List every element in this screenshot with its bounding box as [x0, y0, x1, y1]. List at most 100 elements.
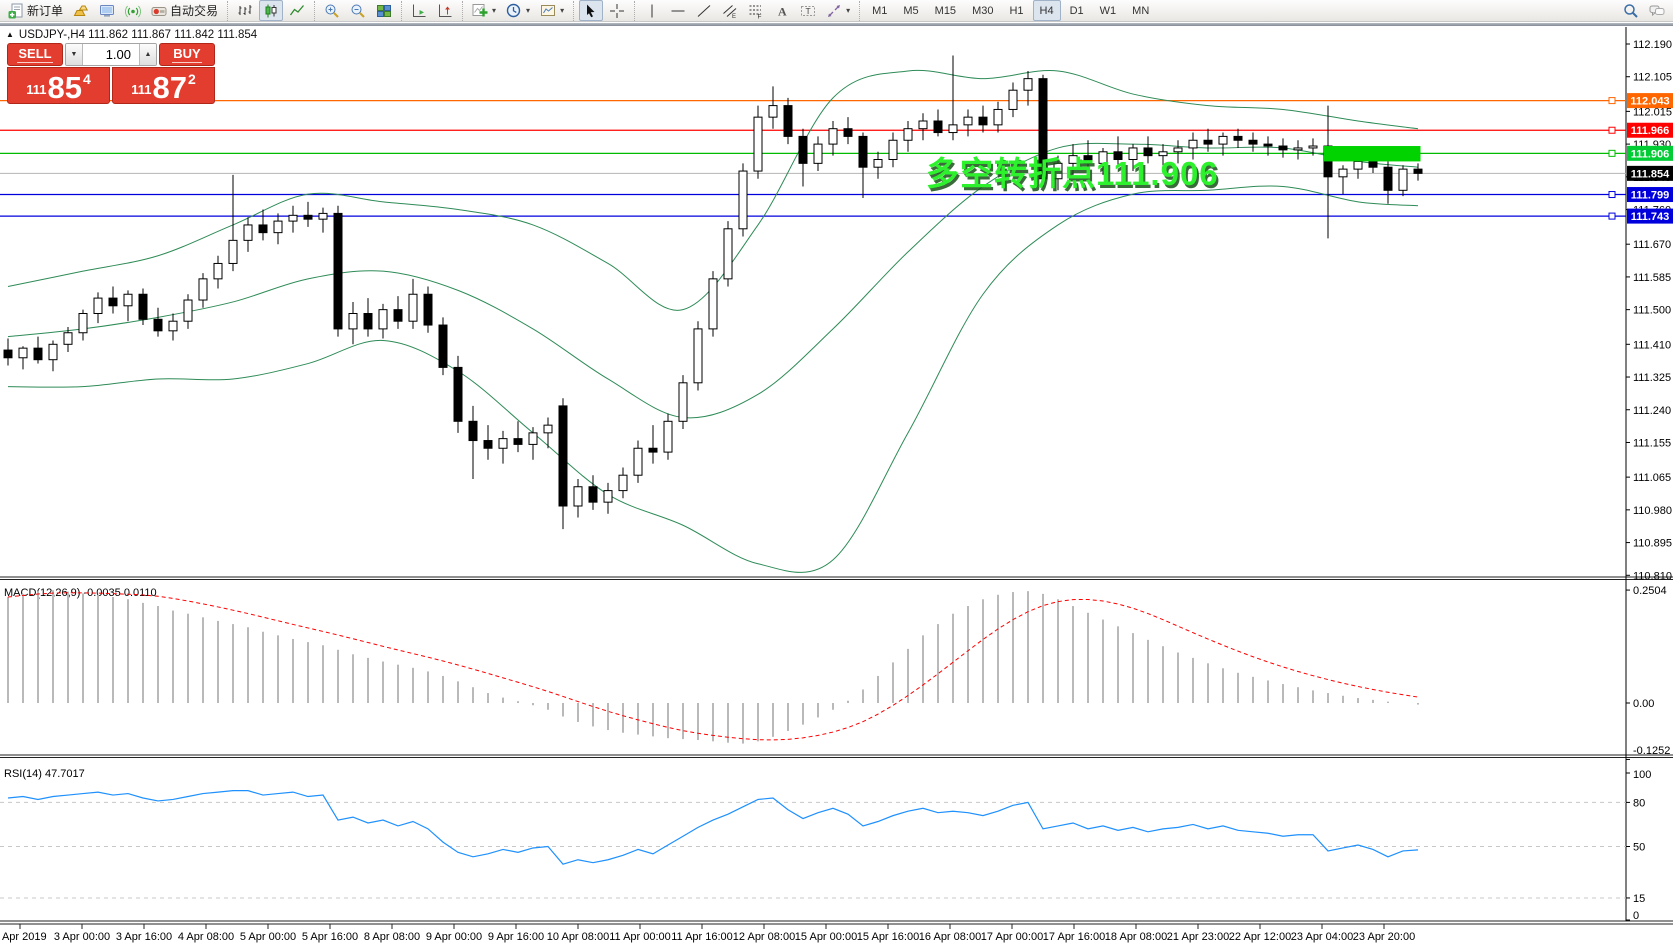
svg-text:111.966: 111.966 — [1631, 125, 1670, 137]
signal-button[interactable] — [121, 0, 145, 21]
svg-text:111.585: 111.585 — [1633, 272, 1671, 284]
text-tool-button[interactable]: A — [770, 0, 794, 21]
cursor-button[interactable] — [579, 0, 604, 21]
svg-text:15 Apr 00:00: 15 Apr 00:00 — [795, 931, 857, 943]
tf-d1-button[interactable]: D1 — [1063, 0, 1091, 21]
terminal-button[interactable] — [95, 0, 119, 21]
toolbar-group-chart-type — [227, 0, 310, 21]
svg-text:23 Apr 04:00: 23 Apr 04:00 — [1291, 931, 1353, 943]
tf-m30-button[interactable]: M30 — [965, 0, 1000, 21]
trendline-button[interactable] — [692, 0, 716, 21]
tf-h1-label: H1 — [1009, 4, 1024, 17]
chart-title[interactable]: ▲ USDJPY-,H4 111.862 111.867 111.842 111.… — [6, 29, 257, 41]
tf-m30-label: M30 — [972, 4, 994, 17]
svg-text:111.065: 111.065 — [1633, 472, 1671, 484]
chevron-down-icon: ▾ — [526, 6, 531, 15]
volume-decrease-button[interactable]: ▼ — [66, 44, 83, 65]
chart-shift-icon — [437, 3, 453, 19]
svg-text:111.799: 111.799 — [1631, 190, 1670, 202]
arrows-button[interactable]: ▾ — [822, 0, 854, 21]
svg-text:10 Apr 08:00: 10 Apr 08:00 — [547, 931, 609, 943]
svg-text:A: A — [778, 4, 787, 18]
tf-mn-button[interactable]: MN — [1125, 0, 1156, 21]
sell-button[interactable]: SELL — [7, 43, 63, 66]
zoom-out-button[interactable] — [346, 0, 370, 21]
tf-mn-label: MN — [1132, 4, 1150, 17]
search-button[interactable] — [1619, 0, 1643, 21]
sell-price-sup: 4 — [82, 71, 91, 87]
volume-increase-button[interactable]: ▲ — [139, 44, 156, 65]
buy-button[interactable]: BUY — [159, 43, 215, 66]
tile-windows-icon — [376, 3, 392, 19]
toolbar: 新订单 自动交易 ▾ ▾ ▾ E F A T ▾ M1 M5 M15 M30 H1 H4 D1 W1 MN — [0, 0, 1673, 22]
svg-text:15: 15 — [1633, 893, 1645, 905]
periods-button[interactable]: ▾ — [502, 0, 534, 21]
tf-h4-label: H4 — [1039, 4, 1054, 17]
svg-text:3 Apr 16:00: 3 Apr 16:00 — [116, 931, 172, 943]
chart-shift-button[interactable] — [433, 0, 457, 21]
tf-w1-button[interactable]: W1 — [1093, 0, 1124, 21]
tf-m5-label: M5 — [903, 4, 919, 17]
vline-button[interactable] — [640, 0, 664, 21]
trendline-icon — [696, 3, 712, 19]
terminal-icon — [99, 3, 115, 19]
svg-text:5 Apr 00:00: 5 Apr 00:00 — [240, 931, 296, 943]
collapse-icon[interactable]: ▲ — [6, 30, 14, 39]
time-axis: 2 Apr 2019 3 Apr 00:00 3 Apr 16:00 4 Apr 08… — [0, 924, 1415, 943]
zoom-in-button[interactable] — [320, 0, 344, 21]
text-tool-icon: A — [774, 3, 790, 19]
sell-price[interactable]: 111 85 4 — [7, 67, 110, 104]
sell-button-label: SELL — [17, 46, 53, 63]
svg-text:100: 100 — [1633, 769, 1651, 781]
tf-h4-button[interactable]: H4 — [1032, 0, 1061, 21]
tf-m5-button[interactable]: M5 — [896, 0, 925, 21]
svg-text:15 Apr 16:00: 15 Apr 16:00 — [857, 931, 919, 943]
tf-m15-label: M15 — [934, 4, 957, 17]
chart-title-text: USDJPY-,H4 111.862 111.867 111.842 111.8… — [18, 29, 258, 41]
gold-button[interactable] — [69, 0, 93, 21]
templates-button[interactable]: ▾ — [536, 0, 568, 21]
tf-w1-label: W1 — [1099, 4, 1117, 17]
svg-text:110.895: 110.895 — [1633, 538, 1672, 550]
auto-scroll-button[interactable] — [407, 0, 431, 21]
svg-text:111.854: 111.854 — [1631, 168, 1670, 180]
svg-text:T: T — [806, 5, 811, 15]
label-tool-button[interactable]: T — [796, 0, 820, 21]
svg-text:112.190: 112.190 — [1633, 39, 1672, 51]
line-chart-button[interactable] — [285, 0, 309, 21]
buy-price-sup: 2 — [187, 71, 196, 87]
svg-text:111.670: 111.670 — [1633, 239, 1671, 251]
volume-input[interactable]: 1.00 — [105, 47, 131, 62]
svg-text:F: F — [758, 13, 762, 19]
svg-text:111.240: 111.240 — [1633, 405, 1671, 417]
tile-windows-button[interactable] — [372, 0, 396, 21]
new-order-label: 新订单 — [27, 4, 64, 18]
autotrading-button[interactable]: 自动交易 — [147, 0, 222, 21]
candle-chart-button[interactable] — [259, 0, 284, 21]
crosshair-button[interactable] — [605, 0, 629, 21]
chat-button[interactable] — [1645, 0, 1669, 21]
hline-icon — [670, 3, 686, 19]
channel-button[interactable]: E — [718, 0, 742, 21]
horizontal-lines — [0, 97, 1626, 220]
autotrading-label: 自动交易 — [170, 4, 219, 18]
label-tool-icon: T — [800, 3, 816, 19]
buy-price[interactable]: 111 87 2 — [112, 67, 215, 104]
svg-text:0.2504: 0.2504 — [1633, 585, 1667, 597]
svg-text:9 Apr 00:00: 9 Apr 00:00 — [426, 931, 482, 943]
highlight-box — [1324, 146, 1421, 162]
svg-text:80: 80 — [1633, 797, 1645, 809]
tf-m1-button[interactable]: M1 — [865, 0, 894, 21]
tf-h1-button[interactable]: H1 — [1002, 0, 1030, 21]
indicators-button[interactable]: ▾ — [468, 0, 500, 21]
new-order-button[interactable]: 新订单 — [4, 0, 67, 21]
fibonacci-button[interactable]: F — [744, 0, 768, 21]
chevron-down-icon: ▾ — [846, 6, 851, 15]
tf-m15-button[interactable]: M15 — [928, 0, 963, 21]
buy-price-prefix: 111 — [131, 82, 152, 97]
new-order-icon — [8, 3, 24, 19]
bollinger-lower — [7, 185, 1419, 573]
bar-chart-button[interactable] — [233, 0, 257, 21]
svg-text:111.500: 111.500 — [1633, 305, 1671, 317]
hline-button[interactable] — [666, 0, 690, 21]
